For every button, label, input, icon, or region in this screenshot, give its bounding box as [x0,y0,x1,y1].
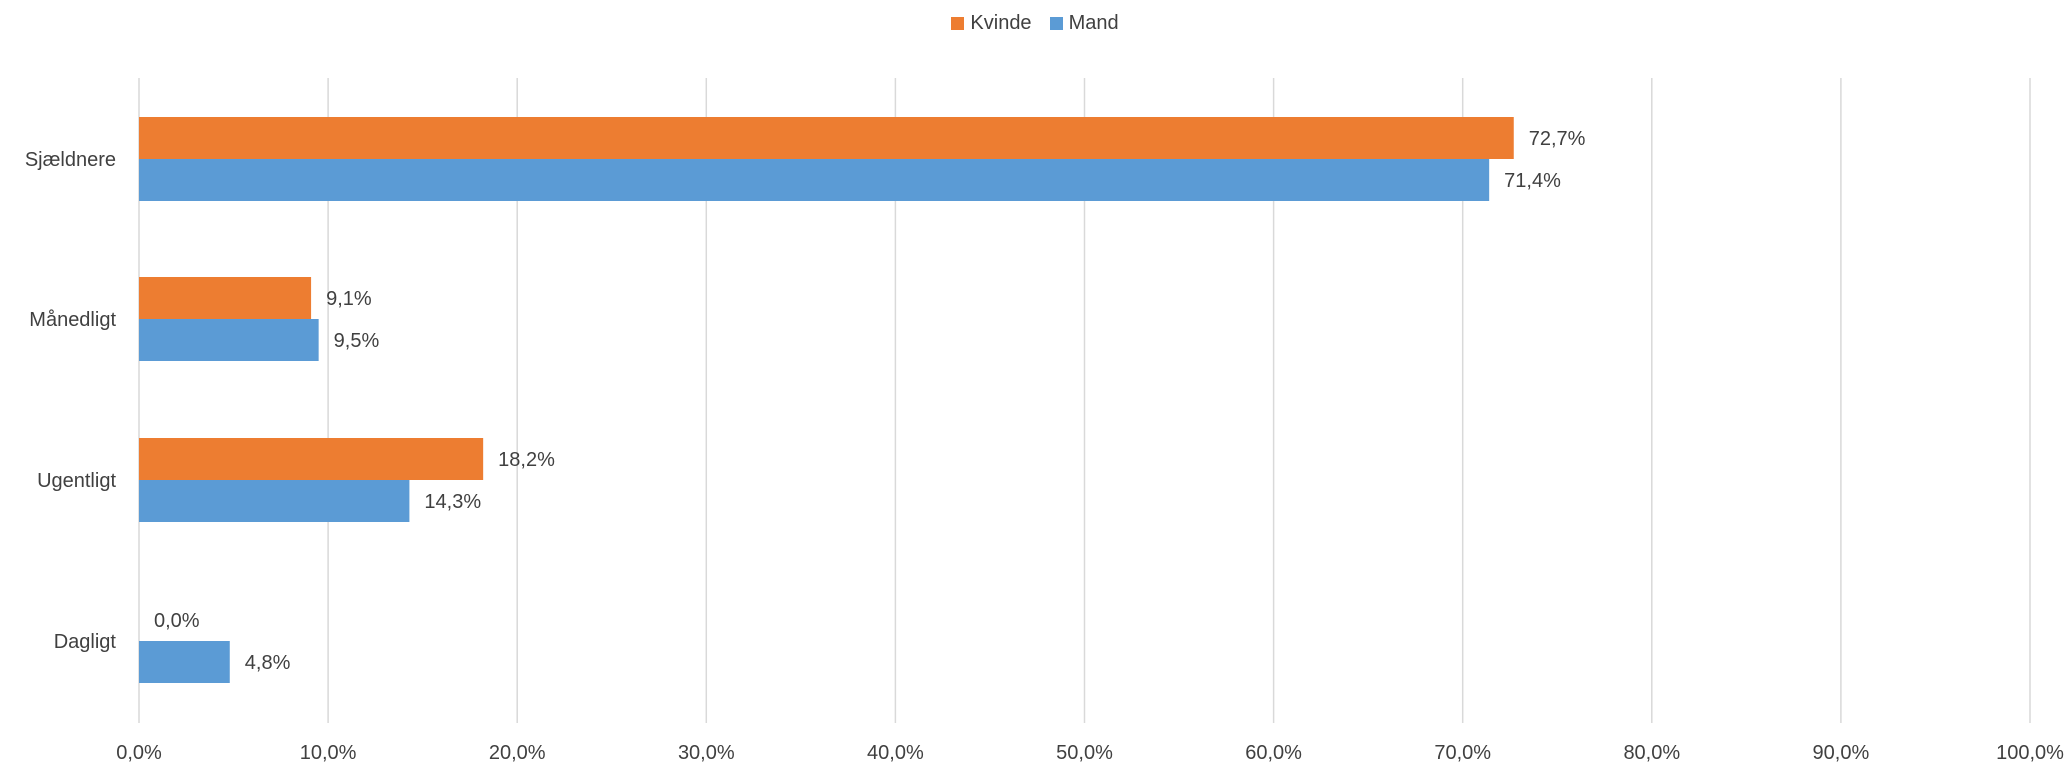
bar-kvinde [139,438,484,480]
x-tick-label: 90,0% [1813,742,1870,764]
legend-item-mand: Mand [1049,12,1119,35]
data-label: 0,0% [154,610,200,632]
data-label: 18,2% [498,449,555,471]
data-label: 9,5% [334,330,380,352]
bar-mand [139,641,230,683]
category-label: Månedligt [29,309,116,331]
bar-mand [139,159,1490,201]
data-label: 4,8% [245,652,291,674]
bar-kvinde [139,277,312,319]
x-tick-label: 20,0% [489,742,546,764]
legend-swatch-mand [1049,17,1063,30]
x-tick-label: 70,0% [1434,742,1491,764]
x-tick-label: 80,0% [1623,742,1680,764]
category-label: Dagligt [54,631,117,653]
legend: Kvinde Mand [0,12,2070,35]
legend-item-kvinde: Kvinde [951,12,1032,35]
x-tick-label: 50,0% [1056,742,1113,764]
legend-swatch-kvinde [951,17,965,30]
x-tick-label: 30,0% [678,742,735,764]
bar-kvinde [139,117,1514,159]
data-label: 14,3% [424,491,481,513]
category-label: Ugentligt [37,470,116,492]
legend-label-kvinde: Kvinde [970,12,1032,34]
x-tick-label: 60,0% [1245,742,1302,764]
data-label: 9,1% [326,288,372,310]
x-tick-label: 0,0% [116,742,162,764]
x-tick-label: 10,0% [300,742,357,764]
data-label: 72,7% [1529,128,1586,150]
x-tick-label: 40,0% [867,742,924,764]
x-tick-label: 100,0% [1996,742,2064,764]
bar-mand [139,480,410,522]
data-label: 71,4% [1504,170,1561,192]
bar-mand [139,319,319,361]
category-label: Sjældnere [25,149,116,171]
legend-label-mand: Mand [1068,12,1119,34]
